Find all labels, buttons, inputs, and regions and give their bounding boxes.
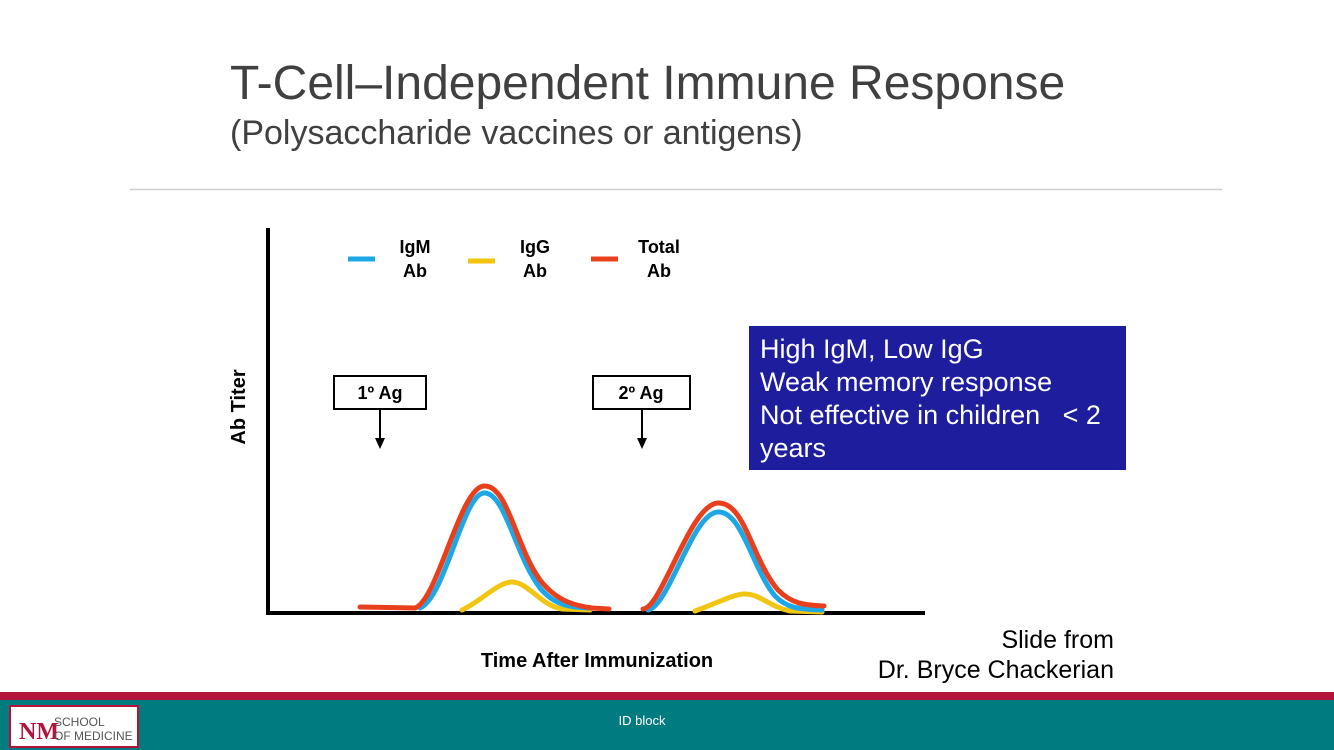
callout-line: Weak memory response xyxy=(760,367,1052,397)
legend-label: Total xyxy=(638,237,680,257)
x-axis-label: Time After Immunization xyxy=(481,650,713,672)
total-curve xyxy=(640,500,827,612)
callout-line: years xyxy=(760,433,826,463)
subtitle: (Polysaccharide vaccines or antigens) xyxy=(230,114,803,152)
y-axis-label: Ab Titer xyxy=(228,369,250,444)
marker-label: 1º Ag xyxy=(358,383,403,403)
footer-bar xyxy=(0,700,1334,750)
marker-box xyxy=(592,375,691,410)
total-curve xyxy=(357,483,612,612)
logo-text: SCHOOL xyxy=(54,715,105,729)
logo-box xyxy=(9,705,139,748)
igg-curve xyxy=(459,579,593,613)
credit: Dr. Bryce Chackerian xyxy=(878,656,1114,684)
legend-label: IgM xyxy=(400,237,431,257)
curves xyxy=(357,483,827,615)
callout-line: High IgM, Low IgG xyxy=(760,334,984,364)
legend-label: Ab xyxy=(647,261,671,281)
arrow-head xyxy=(375,438,385,449)
title: T-Cell–Independent Immune Response xyxy=(230,57,1065,110)
credit: Slide from xyxy=(1001,626,1114,654)
footer-text: ID block xyxy=(619,713,666,728)
footer-stripe xyxy=(0,692,1334,700)
legend-label: Ab xyxy=(403,261,427,281)
igg-curve xyxy=(692,591,825,615)
legend-label: Ab xyxy=(523,261,547,281)
igm-curve xyxy=(645,509,825,613)
logo-text: OF MEDICINE xyxy=(54,729,133,743)
callout-line: Not effective in children < 2 xyxy=(760,400,1101,430)
logo-mark: NM xyxy=(19,719,59,745)
marker-box xyxy=(333,375,427,410)
igm-curve xyxy=(417,490,593,611)
callout-box xyxy=(749,326,1126,470)
marker-label: 2º Ag xyxy=(619,383,664,403)
arrow-head xyxy=(637,438,647,449)
legend-label: IgG xyxy=(520,237,550,257)
